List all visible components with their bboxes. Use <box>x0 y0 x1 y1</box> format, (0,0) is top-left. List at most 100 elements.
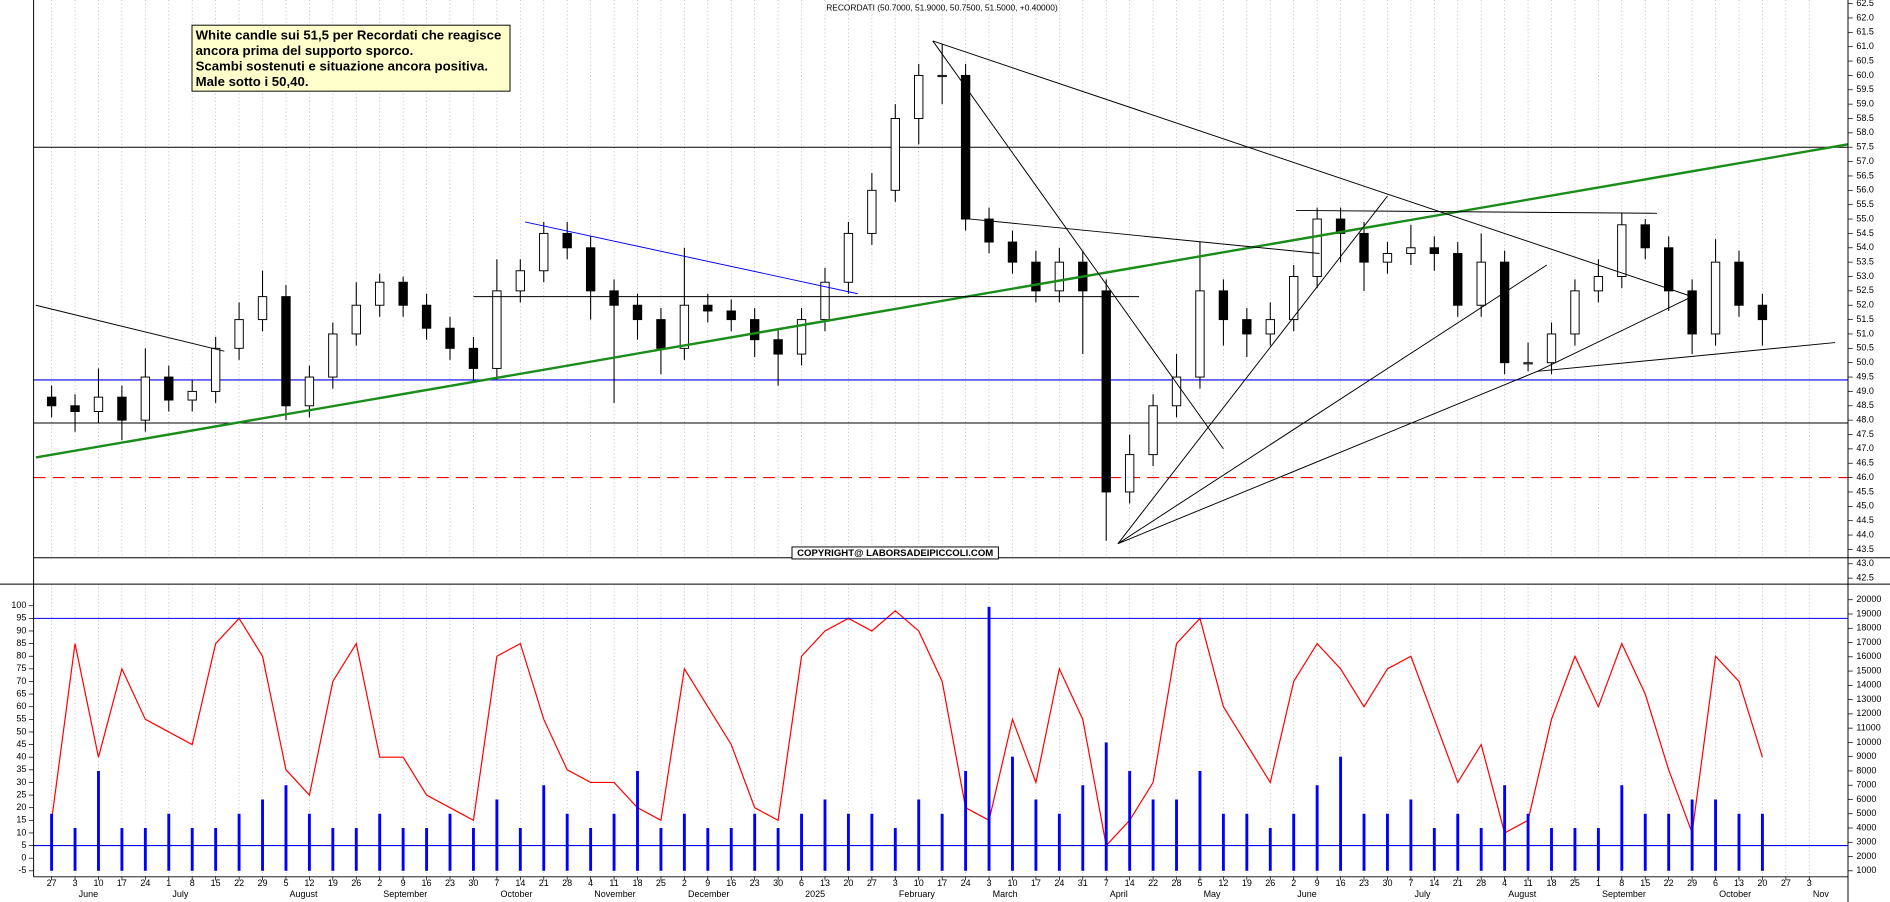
volume-bar <box>659 828 663 871</box>
candle-body <box>1687 290 1697 335</box>
x-tick-label: 26 <box>351 878 361 888</box>
candle-body <box>1148 405 1158 456</box>
y-tick-label: 9000 <box>1856 751 1876 761</box>
y-tick-label: 6000 <box>1856 794 1876 804</box>
volume-bar <box>1245 813 1249 871</box>
y-tick-label: 25 <box>16 789 26 799</box>
y-tick-label: 50.0 <box>1856 357 1874 367</box>
candle-body <box>773 339 783 355</box>
x-tick-label: 15 <box>1640 878 1650 888</box>
x-tick-label: 31 <box>1078 878 1088 888</box>
volume-bar <box>1034 799 1038 871</box>
x-tick-label: 27 <box>867 878 877 888</box>
volume-bar <box>425 828 429 871</box>
x-tick-label: 30 <box>773 878 783 888</box>
x-tick-label: 12 <box>304 878 314 888</box>
trend-line <box>1117 264 1548 545</box>
x-tick-label: 12 <box>1218 878 1228 888</box>
candle-body <box>1617 224 1627 277</box>
x-tick-label: 27 <box>1781 878 1791 888</box>
candle-body <box>164 376 174 401</box>
trend-line <box>35 304 225 352</box>
y-tick-label: 60.0 <box>1856 70 1874 80</box>
candle-body <box>1710 261 1721 335</box>
y-tick-label: 54.5 <box>1856 228 1874 238</box>
volume-bar <box>401 828 405 871</box>
volume-bar <box>261 799 264 871</box>
x-tick-label: 7 <box>1408 878 1413 888</box>
y-tick-label: 40 <box>16 752 26 762</box>
y-tick-label: 10000 <box>1856 737 1881 747</box>
volume-bar <box>1151 799 1155 871</box>
x-tick-label: 15 <box>211 878 221 888</box>
candle-body <box>234 319 244 349</box>
volume-bar <box>495 799 499 871</box>
y-tick-label: 58.0 <box>1856 127 1874 137</box>
volume-bar <box>1221 813 1225 871</box>
candle-body <box>1570 290 1580 335</box>
y-tick-label: 2000 <box>1856 851 1876 861</box>
x-tick-label: 19 <box>328 878 338 888</box>
y-tick-label: 56.0 <box>1856 185 1874 195</box>
x-tick-label: 7 <box>494 878 499 888</box>
volume-bar <box>167 813 171 871</box>
volume-bar <box>1714 799 1717 871</box>
volume-bar <box>518 828 522 871</box>
y-tick-label: 50.5 <box>1856 343 1874 353</box>
x-tick-label: 3 <box>987 878 992 888</box>
x-tick-label: 23 <box>445 878 455 888</box>
candle-body <box>820 281 830 321</box>
candle-body <box>117 396 127 421</box>
x-tick-label: 10 <box>914 878 924 888</box>
y-tick-label: 15000 <box>1856 665 1881 675</box>
x-tick-label: 16 <box>422 878 432 888</box>
y-tick-label: 100 <box>11 600 26 610</box>
y-tick-label: 53.0 <box>1856 271 1874 281</box>
y-tick-label: 45.0 <box>1856 501 1874 511</box>
candle-body <box>1382 253 1393 263</box>
volume-bar <box>706 828 710 871</box>
y-tick-label: 0 <box>21 853 26 863</box>
volume-bar <box>1386 813 1389 871</box>
x-tick-label: 13 <box>820 878 830 888</box>
x-month-label: October <box>1719 889 1751 899</box>
annotation-box <box>191 24 511 92</box>
y-tick-label: 48.5 <box>1856 400 1874 410</box>
candle-body <box>679 304 690 349</box>
y-tick-label: 59.0 <box>1856 99 1874 109</box>
volume-bar <box>940 813 944 871</box>
x-tick-label: 8 <box>1619 878 1624 888</box>
y-tick-label: 1000 <box>1856 865 1876 875</box>
x-month-label: September <box>383 889 427 899</box>
y-tick-label: 7000 <box>1856 780 1876 790</box>
x-tick-label: 4 <box>1502 878 1507 888</box>
candle-body <box>210 347 221 392</box>
volume-bar <box>893 828 897 871</box>
x-tick-label: 24 <box>961 878 971 888</box>
y-tick-label: 58.5 <box>1856 113 1874 123</box>
x-tick-label: 14 <box>515 878 525 888</box>
copyright: COPYRIGHT@ LABORSADEIPICCOLI.COM <box>797 548 993 559</box>
candle-body <box>632 304 643 321</box>
candle-body <box>1054 261 1065 292</box>
volume-bar <box>1128 770 1132 871</box>
x-tick-label: 22 <box>1148 878 1158 888</box>
trend-line <box>1537 296 1693 372</box>
x-month-label: May <box>1204 889 1221 899</box>
y-tick-label: 75 <box>16 663 26 673</box>
candle-body <box>703 304 713 312</box>
trend-line <box>932 40 1224 450</box>
candle-body <box>375 281 385 306</box>
x-month-label: June <box>1297 889 1316 899</box>
volume-bar <box>1198 770 1202 871</box>
y-tick-label: 55 <box>16 714 26 724</box>
y-tick-label: 57.0 <box>1856 156 1874 166</box>
x-tick-label: 25 <box>656 878 666 888</box>
volume-bar <box>73 828 77 871</box>
volume-bar <box>120 828 124 871</box>
x-tick-label: 1 <box>1596 878 1601 888</box>
x-tick-label: 24 <box>1054 878 1064 888</box>
candle-body <box>93 396 104 413</box>
x-month-label: April <box>1110 889 1128 899</box>
